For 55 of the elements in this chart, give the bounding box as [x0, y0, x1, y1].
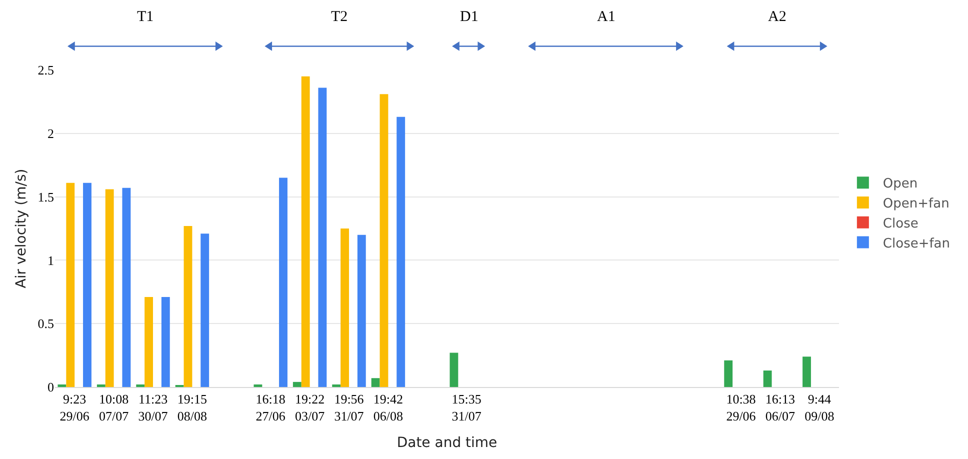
- x-axis-title: Date and time: [396, 434, 498, 451]
- y-tick-label: 0: [48, 380, 54, 395]
- x-tick-label: 9:23 29/06: [60, 392, 90, 424]
- bar: [136, 384, 145, 387]
- x-tick-label: 10:08 07/07: [98, 392, 130, 424]
- bar: [292, 382, 302, 387]
- text: D1: [460, 9, 478, 25]
- bar: [279, 178, 288, 387]
- bar: [724, 360, 733, 387]
- legend-label: Open+fan: [882, 196, 950, 212]
- bar: [450, 352, 458, 387]
- bar: [144, 296, 153, 387]
- y-tick-label: 2.5: [38, 62, 54, 78]
- x-tick-label: 19:15 08/08: [177, 392, 208, 424]
- bar: [802, 356, 811, 387]
- bar: [371, 378, 380, 387]
- legend-label: Open: [882, 176, 918, 192]
- bar: [200, 234, 210, 387]
- x-tick-label: 11:23 30/07: [138, 392, 168, 424]
- bar: [122, 188, 131, 387]
- legend-label: Close+fan: [882, 236, 950, 252]
- bar: [58, 384, 66, 387]
- y-tick-label: 1: [48, 252, 54, 268]
- text: T1: [137, 9, 154, 25]
- x-tick-label: 9:44 09/08: [804, 392, 834, 424]
- x-tick-label: 19:56 31/07: [334, 392, 364, 424]
- bar: [396, 116, 406, 387]
- bar: [763, 370, 772, 387]
- text: T2: [331, 9, 348, 25]
- bar: [66, 182, 75, 387]
- legend-label: Close: [882, 216, 918, 232]
- x-tick-label: 19:42 06/08: [373, 392, 404, 424]
- x-tick-label: 16:13 06/07: [765, 392, 796, 424]
- bar: [332, 384, 341, 387]
- bar: [380, 94, 388, 387]
- text: A2: [768, 9, 786, 25]
- x-tick-label: 15:35 31/07: [452, 392, 482, 424]
- bar: [96, 384, 106, 387]
- text: A1: [597, 9, 616, 25]
- y-tick-label: 2: [48, 126, 54, 141]
- bar: [161, 296, 170, 387]
- x-tick-label: 10:38 29/06: [726, 392, 756, 424]
- bar: [357, 234, 366, 387]
- y-tick-label: 1.5: [38, 189, 54, 204]
- bar: [83, 182, 92, 387]
- x-tick-label: 19:22 03/07: [294, 392, 326, 424]
- y-tick-label: 0.5: [38, 316, 54, 332]
- bar: [318, 88, 327, 387]
- x-tick-label: 16:18 27/06: [256, 392, 286, 424]
- bar: [184, 226, 192, 387]
- y-axis-title: Air velocity (m/s): [13, 168, 30, 288]
- bar: [301, 76, 310, 387]
- bar: [105, 189, 114, 387]
- bar: [254, 384, 262, 387]
- bar: [340, 228, 349, 387]
